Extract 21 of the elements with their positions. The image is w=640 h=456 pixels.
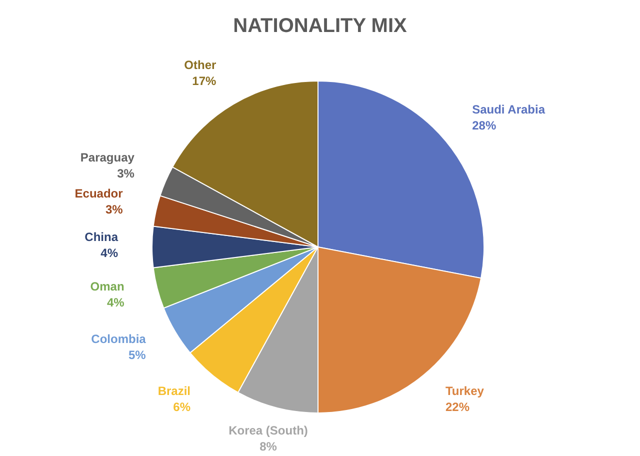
data-label: 28%	[472, 118, 496, 133]
data-label: 4%	[106, 296, 125, 310]
slice-label: Other	[184, 58, 217, 72]
slice-label: Brazil	[158, 384, 191, 398]
data-label: 5%	[128, 348, 146, 362]
data-label: 4%	[100, 246, 118, 260]
slice-label: Ecuador	[74, 186, 124, 200]
slice-label: Paraguay	[80, 150, 135, 165]
slice-label: Oman	[90, 280, 124, 294]
data-label: 3%	[105, 202, 124, 216]
data-label: 8%	[260, 440, 278, 454]
data-label: 6%	[173, 400, 191, 414]
slice-label: China	[84, 230, 118, 244]
data-label: 22%	[445, 400, 470, 414]
slice-label: Turkey	[445, 384, 484, 398]
data-label: 3%	[117, 166, 135, 181]
data-label: 17%	[192, 74, 217, 88]
slice-label: Korea (South)	[228, 424, 308, 438]
slice-label: Saudi Arabia	[472, 102, 546, 117]
slice-label: Colombia	[91, 332, 146, 346]
chart-title: NATIONALITY MIX	[233, 15, 408, 37]
